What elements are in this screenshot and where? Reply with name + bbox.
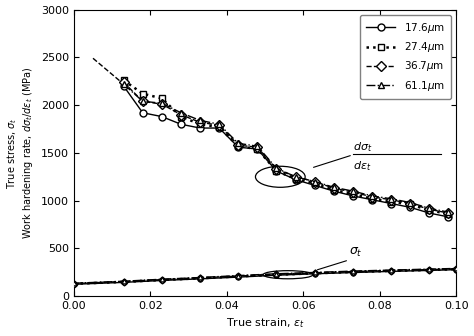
Y-axis label: True stress, $\sigma_t$
Work hardening rate, $d\sigma_t/d\varepsilon_t$ (MPa): True stress, $\sigma_t$ Work hardening r… <box>6 67 36 239</box>
Text: $d\varepsilon_t$: $d\varepsilon_t$ <box>353 160 371 173</box>
Legend: 17.6$\mu$m, 27.4$\mu$m, 36.7$\mu$m, 61.1$\mu$m: 17.6$\mu$m, 27.4$\mu$m, 36.7$\mu$m, 61.1… <box>360 15 451 99</box>
Text: $\sigma_t$: $\sigma_t$ <box>349 246 363 259</box>
Text: $d\sigma_t$: $d\sigma_t$ <box>353 140 372 154</box>
X-axis label: True strain, $\varepsilon_t$: True strain, $\varepsilon_t$ <box>226 317 304 330</box>
